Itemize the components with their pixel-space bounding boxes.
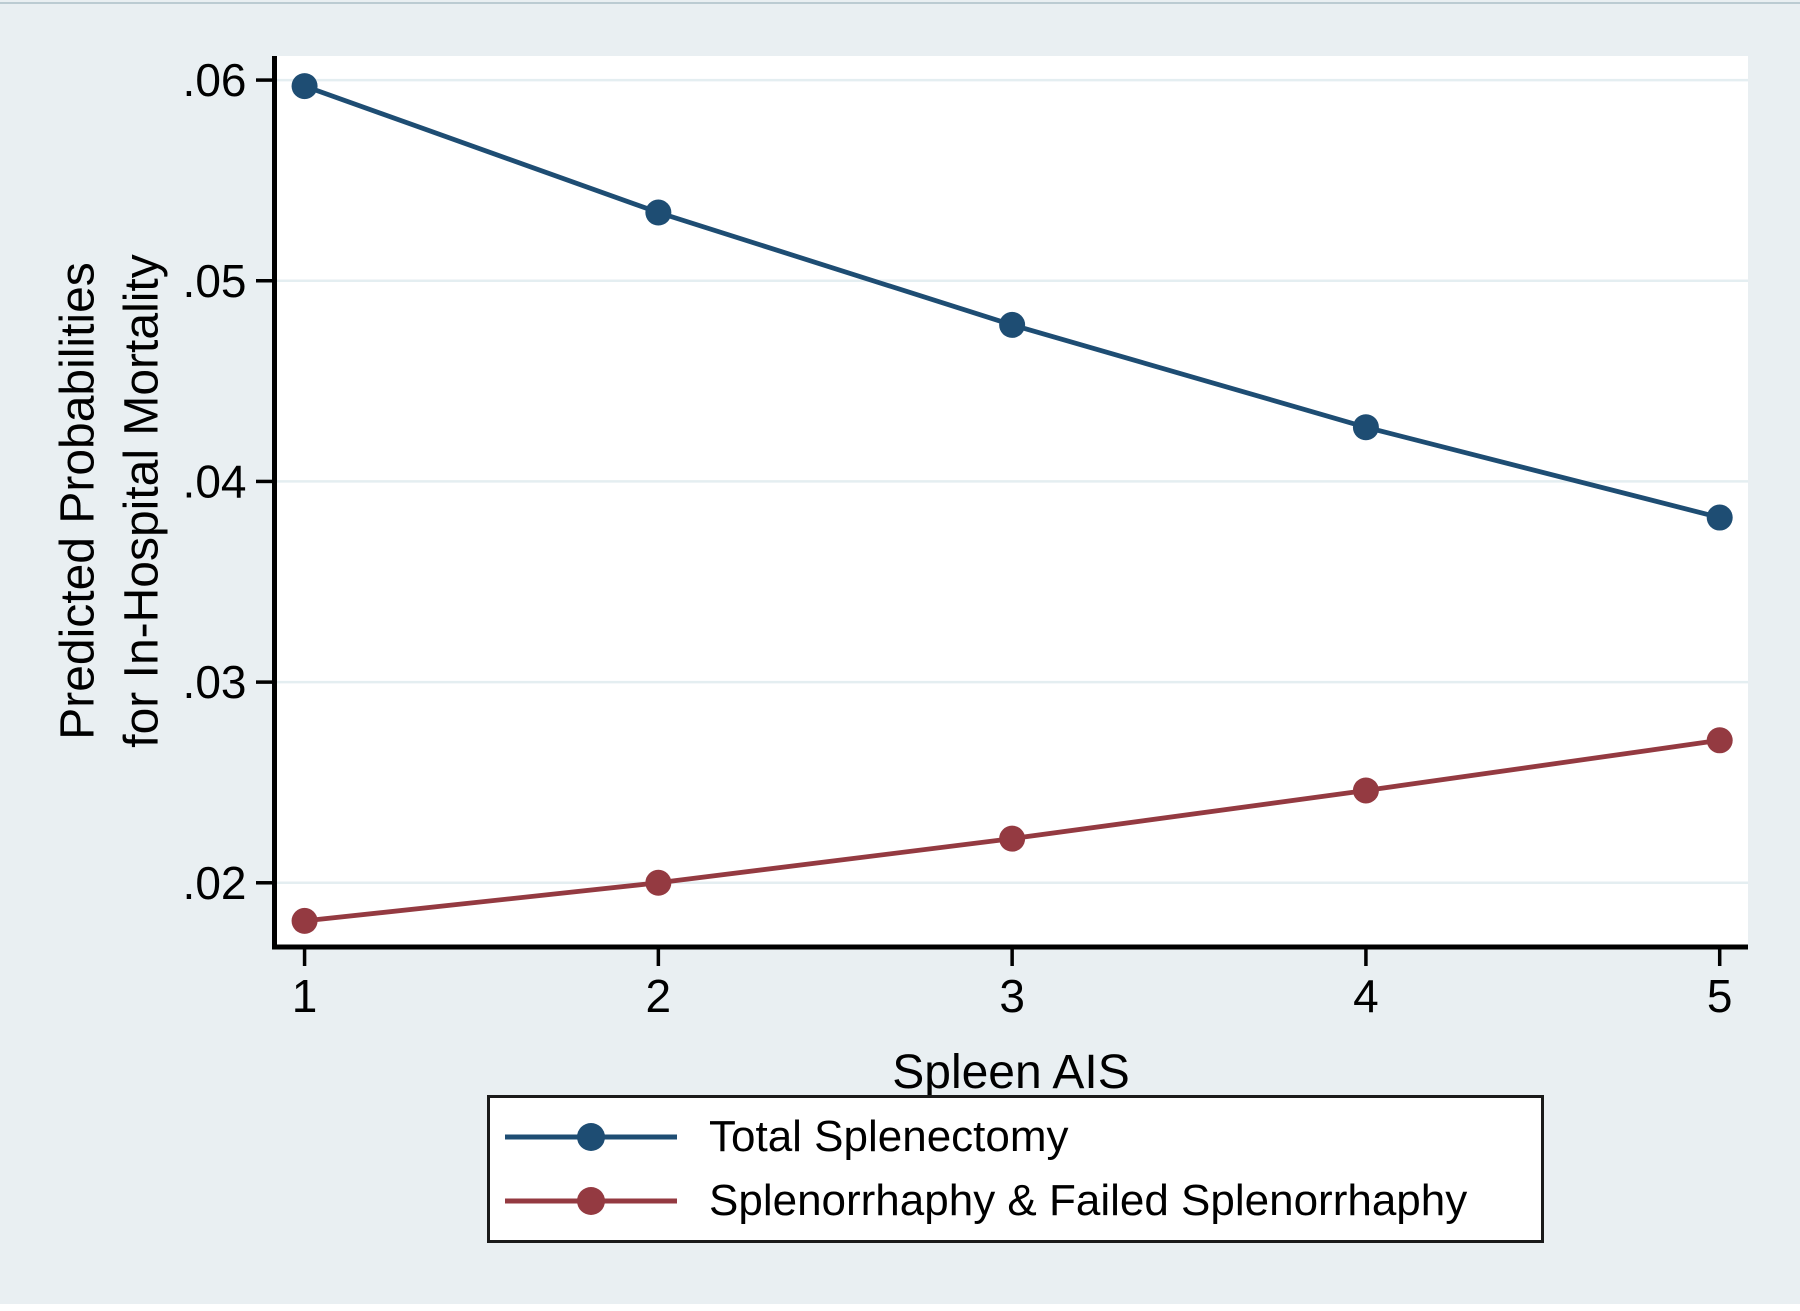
x-tick-label: 4 (1353, 970, 1379, 1022)
data-point (1352, 414, 1379, 441)
legend-label: Total Splenectomy (709, 1112, 1069, 1161)
y-tick-label: .04 (183, 455, 247, 507)
data-point (1352, 777, 1379, 804)
legend: Total Splenectomy Splenorrhaphy & Failed… (487, 1095, 1544, 1243)
legend-key (505, 1187, 677, 1215)
legend-item-splenorrhaphy: Splenorrhaphy & Failed Splenorrhaphy (505, 1169, 1541, 1233)
data-point (999, 825, 1026, 852)
legend-key (505, 1123, 677, 1151)
data-point (1706, 504, 1733, 531)
data-point (291, 73, 318, 100)
x-axis-title: Spleen AIS (892, 1046, 1130, 1099)
data-point (999, 311, 1026, 338)
y-tick-label: .03 (183, 656, 247, 708)
x-tick-label: 5 (1707, 970, 1733, 1022)
data-point (645, 869, 672, 896)
y-tick-label: .05 (183, 255, 247, 307)
y-axis-title-line2: for In-Hospital Mortality (116, 254, 169, 747)
data-point (1706, 727, 1733, 754)
legend-label: Splenorrhaphy & Failed Splenorrhaphy (709, 1176, 1468, 1225)
x-tick-label: 3 (999, 970, 1025, 1022)
circle-marker-icon (577, 1187, 605, 1215)
x-tick-label: 1 (292, 970, 318, 1022)
figure-bottom-margin (0, 1304, 1800, 1311)
y-axis-title-line1: Predicted Probabilities (52, 262, 105, 740)
y-tick-label: .06 (183, 54, 247, 106)
data-point (291, 907, 318, 934)
x-tick-label: 2 (646, 970, 672, 1022)
figure-top-border (0, 2, 1800, 4)
y-tick-label: .02 (183, 857, 247, 909)
data-point (645, 199, 672, 226)
circle-marker-icon (577, 1123, 605, 1151)
plot-area (274, 56, 1748, 947)
legend-item-total-splenectomy: Total Splenectomy (505, 1105, 1541, 1169)
